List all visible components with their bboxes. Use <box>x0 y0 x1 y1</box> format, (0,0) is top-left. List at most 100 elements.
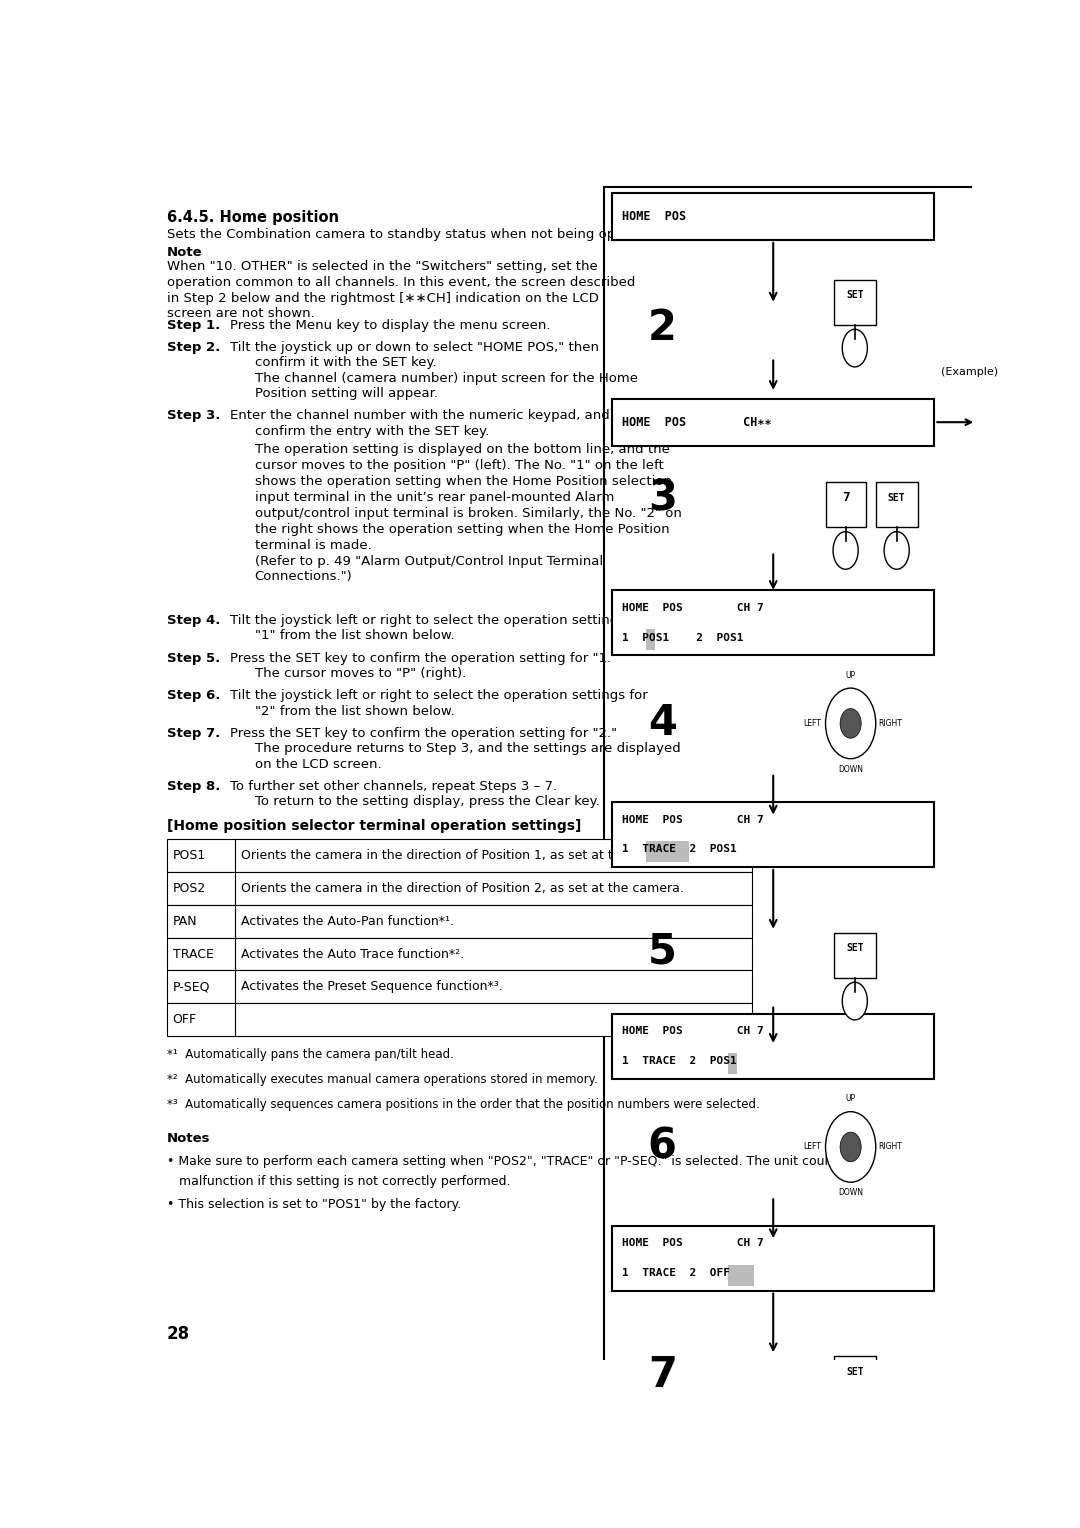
Text: • Make sure to perform each camera setting when "POS2", "TRACE" or "P-SEQ." is s: • Make sure to perform each camera setti… <box>166 1155 836 1169</box>
Text: (Example): (Example) <box>941 368 998 377</box>
Text: output/control input terminal is broken. Similarly, the No. "2" on: output/control input terminal is broken.… <box>255 507 681 520</box>
Text: LEFT: LEFT <box>804 718 821 727</box>
Text: Press the SET key to confirm the operation setting for "2.": Press the SET key to confirm the operati… <box>230 727 617 740</box>
Circle shape <box>825 1112 876 1183</box>
Text: SET: SET <box>888 494 905 503</box>
Text: Enter the channel number with the numeric keypad, and: Enter the channel number with the numeri… <box>230 410 609 422</box>
Text: Step 1.: Step 1. <box>166 319 220 332</box>
Text: SET: SET <box>846 1368 864 1377</box>
FancyBboxPatch shape <box>825 483 866 527</box>
FancyBboxPatch shape <box>834 1357 876 1401</box>
Text: Step 2.: Step 2. <box>166 341 220 354</box>
Text: DOWN: DOWN <box>838 1189 863 1196</box>
Text: The cursor moves to "P" (right).: The cursor moves to "P" (right). <box>255 666 465 680</box>
Text: HOME  POS        CH 7: HOME POS CH 7 <box>622 1027 764 1036</box>
Text: POS1: POS1 <box>173 848 206 862</box>
Text: 3: 3 <box>648 478 677 520</box>
Text: 1  TRACE  2  OFF: 1 TRACE 2 OFF <box>622 1268 730 1277</box>
Text: 28: 28 <box>166 1325 190 1343</box>
Text: P-SEQ: P-SEQ <box>173 981 211 993</box>
Text: Tilt the joystick up or down to select "HOME POS," then: Tilt the joystick up or down to select "… <box>230 341 598 354</box>
Ellipse shape <box>842 983 867 1019</box>
Text: (Refer to p. 49 "Alarm Output/Control Input Terminal: (Refer to p. 49 "Alarm Output/Control In… <box>255 555 603 567</box>
FancyBboxPatch shape <box>728 1265 754 1285</box>
Text: Connections."): Connections.") <box>255 570 352 584</box>
FancyBboxPatch shape <box>876 483 918 527</box>
Text: HOME  POS        CH 7: HOME POS CH 7 <box>622 1238 764 1248</box>
Text: DOWN: DOWN <box>838 764 863 773</box>
Text: "2" from the list shown below.: "2" from the list shown below. <box>255 704 455 718</box>
Text: Step 4.: Step 4. <box>166 614 220 626</box>
Text: When "10. OTHER" is selected in the "Switchers" setting, set the: When "10. OTHER" is selected in the "Swi… <box>166 260 597 274</box>
Text: PAN: PAN <box>173 915 198 927</box>
Text: • This selection is set to "POS1" by the factory.: • This selection is set to "POS1" by the… <box>166 1198 461 1210</box>
Text: 5: 5 <box>648 931 677 973</box>
Text: 4: 4 <box>648 703 677 744</box>
Text: Step 7.: Step 7. <box>166 727 220 740</box>
Text: Step 3.: Step 3. <box>166 410 220 422</box>
Circle shape <box>825 688 876 759</box>
Text: 1  TRACE  2  POS1: 1 TRACE 2 POS1 <box>622 1056 737 1067</box>
Text: HOME  POS: HOME POS <box>622 209 686 223</box>
Text: The channel (camera number) input screen for the Home: The channel (camera number) input screen… <box>255 371 637 385</box>
Text: Step 6.: Step 6. <box>166 689 220 703</box>
FancyBboxPatch shape <box>834 280 876 324</box>
FancyBboxPatch shape <box>612 193 934 240</box>
Text: *²  Automatically executes manual camera operations stored in memory.: *² Automatically executes manual camera … <box>166 1073 597 1086</box>
Text: The operation setting is displayed on the bottom line, and the: The operation setting is displayed on th… <box>255 443 670 457</box>
Bar <box>166 938 752 970</box>
Text: LEFT: LEFT <box>804 1143 821 1152</box>
Text: HOME  POS        CH 7: HOME POS CH 7 <box>622 814 764 825</box>
Text: 7: 7 <box>842 492 849 504</box>
Text: RIGHT: RIGHT <box>878 1143 902 1152</box>
Bar <box>166 871 752 905</box>
Text: on the LCD screen.: on the LCD screen. <box>255 758 381 770</box>
Text: RIGHT: RIGHT <box>878 718 902 727</box>
Text: Tilt the joystick left or right to select the operation settings for: Tilt the joystick left or right to selec… <box>230 614 647 626</box>
Bar <box>166 970 752 1004</box>
FancyBboxPatch shape <box>612 399 934 446</box>
Text: To return to the setting display, press the Clear key.: To return to the setting display, press … <box>255 795 599 808</box>
FancyBboxPatch shape <box>834 932 876 978</box>
Text: 1  POS1    2  POS1: 1 POS1 2 POS1 <box>622 633 744 643</box>
Text: Activates the Preset Sequence function*³.: Activates the Preset Sequence function*³… <box>241 981 503 993</box>
FancyBboxPatch shape <box>646 630 654 651</box>
Text: HOME  POS        CH 7: HOME POS CH 7 <box>622 604 764 613</box>
Text: Press the Menu key to display the menu screen.: Press the Menu key to display the menu s… <box>230 319 550 332</box>
Bar <box>166 839 752 871</box>
FancyBboxPatch shape <box>612 802 934 866</box>
FancyBboxPatch shape <box>612 1225 934 1291</box>
Text: screen are not shown.: screen are not shown. <box>166 307 314 321</box>
Bar <box>604 186 985 1429</box>
Text: Activates the Auto Trace function*².: Activates the Auto Trace function*². <box>241 947 464 961</box>
Text: confirm the entry with the SET key.: confirm the entry with the SET key. <box>255 425 489 437</box>
Ellipse shape <box>885 532 909 570</box>
FancyBboxPatch shape <box>646 840 689 862</box>
Text: 7: 7 <box>648 1354 677 1397</box>
Text: cursor moves to the position "P" (left). The No. "1" on the left: cursor moves to the position "P" (left).… <box>255 460 663 472</box>
Text: Step 5.: Step 5. <box>166 651 220 665</box>
FancyBboxPatch shape <box>728 1053 737 1074</box>
Ellipse shape <box>842 1406 867 1444</box>
Text: malfunction if this setting is not correctly performed.: malfunction if this setting is not corre… <box>179 1175 511 1189</box>
Circle shape <box>840 1132 861 1161</box>
Text: shows the operation setting when the Home Position selection: shows the operation setting when the Hom… <box>255 475 672 487</box>
Text: TRACE: TRACE <box>173 947 214 961</box>
Text: Orients the camera in the direction of Position 2, as set at the camera.: Orients the camera in the direction of P… <box>241 882 684 894</box>
Text: "1" from the list shown below.: "1" from the list shown below. <box>255 630 455 642</box>
Circle shape <box>840 709 861 738</box>
Text: OFF: OFF <box>173 1013 197 1027</box>
Text: Press the SET key to confirm the operation setting for "1.": Press the SET key to confirm the operati… <box>230 651 617 665</box>
Text: SET: SET <box>846 943 864 953</box>
Text: UP: UP <box>846 1094 855 1103</box>
Bar <box>166 905 752 938</box>
Text: 6.4.5. Home position: 6.4.5. Home position <box>166 211 339 226</box>
Text: Step 8.: Step 8. <box>166 779 220 793</box>
Text: input terminal in the unit’s rear panel-mounted Alarm: input terminal in the unit’s rear panel-… <box>255 490 615 504</box>
Text: Activates the Auto-Pan function*¹.: Activates the Auto-Pan function*¹. <box>241 915 455 927</box>
Text: UP: UP <box>846 671 855 680</box>
Text: Sets the Combination camera to standby status when not being operated.: Sets the Combination camera to standby s… <box>166 228 663 241</box>
Text: To further set other channels, repeat Steps 3 – 7.: To further set other channels, repeat St… <box>230 779 556 793</box>
Text: confirm it with the SET key.: confirm it with the SET key. <box>255 356 436 370</box>
Text: HOME  POS        CH∗∗: HOME POS CH∗∗ <box>622 416 772 429</box>
